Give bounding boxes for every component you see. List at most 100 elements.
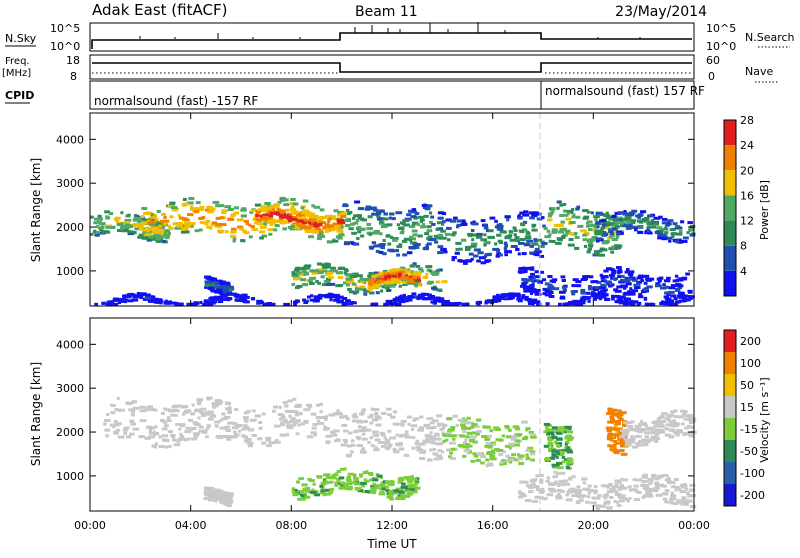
power-cell <box>143 221 149 225</box>
power-cell <box>402 219 410 223</box>
velocity-cell <box>397 494 401 498</box>
power-cell <box>557 238 563 242</box>
velocity-cell <box>161 434 169 438</box>
velocity-cell <box>486 425 492 429</box>
power-cell <box>296 222 300 226</box>
velocity-cell <box>551 449 557 453</box>
velocity-cell <box>292 397 297 401</box>
power-cell <box>123 298 129 302</box>
power-cell <box>413 216 418 220</box>
power-cell <box>403 237 410 241</box>
power-cell <box>562 233 568 237</box>
power-cell <box>199 300 203 304</box>
velocity-cell <box>139 409 147 413</box>
velocity-cell <box>450 457 456 460</box>
power-cell <box>259 222 264 226</box>
velocity-cell <box>614 422 621 426</box>
velocity-cell <box>331 433 338 437</box>
power-cell <box>534 247 540 251</box>
velocity-cell <box>489 457 497 461</box>
velocity-cell <box>627 421 632 424</box>
power-cell <box>273 205 280 209</box>
power-cell <box>534 291 539 295</box>
power-cell <box>582 275 587 279</box>
power-cell <box>646 285 653 289</box>
power-cell <box>560 220 565 224</box>
velocity-cell <box>653 429 660 432</box>
power-cell <box>195 201 201 205</box>
velocity-cell <box>404 430 409 434</box>
velocity-cell <box>465 435 470 439</box>
power-cell <box>214 282 219 286</box>
power-cell <box>99 217 103 221</box>
power-cell <box>426 242 432 246</box>
power-cell <box>378 217 385 221</box>
power-cell <box>433 299 439 303</box>
power-cell <box>587 285 592 288</box>
velocity-cell <box>688 418 695 422</box>
power-cell <box>176 221 183 225</box>
power-cell <box>451 256 457 259</box>
velocity-cell <box>388 492 394 496</box>
velocity-cell <box>529 433 536 436</box>
velocity-cell <box>616 500 620 504</box>
velocity-cell <box>614 482 619 486</box>
velocity-cell <box>618 409 622 413</box>
velocity-cell <box>617 411 622 415</box>
power-cell <box>307 221 312 225</box>
velocity-cell <box>554 440 558 444</box>
power-cell <box>673 302 679 306</box>
velocity-cell <box>660 412 668 416</box>
power-cell <box>276 208 281 212</box>
power-cell <box>259 236 264 240</box>
velocity-cell <box>449 451 454 455</box>
power-cell <box>621 218 629 222</box>
power-cell <box>161 212 166 216</box>
velocity-cell <box>689 425 695 429</box>
power-cell <box>640 279 645 283</box>
power-cell <box>547 218 553 222</box>
velocity-cell <box>148 431 155 435</box>
velocity-cell <box>587 491 591 495</box>
cpid-left: normalsound (fast) -157 RF <box>94 94 258 108</box>
power-cell <box>394 296 400 300</box>
velocity-cell <box>429 421 435 425</box>
velocity-cell <box>576 485 581 489</box>
velocity-cell <box>501 459 505 463</box>
velocity-cell <box>381 411 387 415</box>
power-cell <box>680 240 688 243</box>
power-cell <box>599 228 603 232</box>
power-cell <box>344 241 350 245</box>
velocity-cell <box>613 426 617 430</box>
velocity-cell <box>623 437 629 441</box>
velocity-cell <box>243 424 248 428</box>
power-cell <box>643 216 647 220</box>
velocity-cell <box>170 413 175 417</box>
velocity-cell <box>508 442 515 446</box>
velocity-cell <box>670 494 677 498</box>
power-cell <box>406 297 410 300</box>
velocity-cell <box>375 434 379 437</box>
power-cell <box>416 278 421 282</box>
velocity-cell <box>514 427 521 431</box>
power-cell <box>582 209 589 213</box>
velocity-cell <box>491 441 496 445</box>
power-cell <box>260 209 268 213</box>
power-cell <box>105 230 111 234</box>
power-cell <box>513 294 518 298</box>
power-cell <box>385 234 391 238</box>
velocity-cell <box>630 440 635 444</box>
velocity-cell <box>676 429 683 433</box>
power-cell <box>616 230 623 234</box>
nsky-trace <box>91 32 692 49</box>
velocity-cell <box>123 431 128 435</box>
power-cell <box>388 301 393 304</box>
power-cell <box>312 230 317 234</box>
power-cell <box>356 237 360 240</box>
velocity-cell <box>228 435 235 439</box>
power-cell <box>342 281 347 285</box>
power-cell <box>408 209 413 213</box>
power-cell <box>269 211 276 215</box>
velocity-cell <box>389 497 393 500</box>
power-cell <box>541 216 545 220</box>
